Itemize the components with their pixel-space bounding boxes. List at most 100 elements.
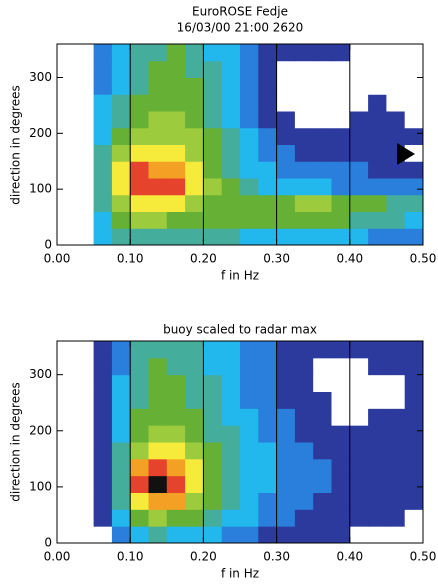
- contour-cell: [185, 526, 204, 544]
- contour-cell: [203, 60, 223, 78]
- contour-cell: [313, 442, 332, 460]
- contour-cell: [185, 194, 204, 212]
- contour-cell: [93, 357, 113, 376]
- contour-cell: [294, 127, 314, 145]
- contour-cell: [185, 492, 204, 510]
- contour-cell: [276, 374, 296, 392]
- contour-cell: [111, 357, 131, 376]
- contour-cell: [240, 408, 259, 426]
- contour-cell: [240, 458, 259, 477]
- x-tick-label: 0.40: [336, 252, 363, 266]
- contour-cell: [404, 111, 424, 129]
- y-axis-label: direction in degrees: [9, 85, 23, 204]
- contour-cell: [276, 94, 296, 112]
- contour-cell: [331, 111, 351, 129]
- contour-cell: [166, 94, 186, 112]
- x-tick-label: 0.50: [410, 550, 437, 564]
- contour-cell: [276, 526, 296, 544]
- contour-cell: [276, 357, 296, 376]
- contour-cell: [93, 374, 113, 392]
- contour-cell: [404, 357, 424, 376]
- contour-cell: [386, 357, 406, 376]
- contour-cell: [185, 458, 204, 477]
- contour-cell: [386, 127, 406, 145]
- contour-cell: [386, 161, 406, 179]
- contour-cell: [93, 111, 113, 129]
- chart-title: EuroROSE Fedje: [192, 5, 288, 19]
- contour-cell: [185, 374, 204, 392]
- contour-cell: [221, 526, 241, 544]
- contour-cell: [185, 475, 204, 493]
- contour-cell: [148, 391, 168, 409]
- contour-cell: [166, 492, 186, 510]
- contour-cell: [130, 526, 149, 544]
- contour-cell: [185, 44, 204, 62]
- contour-cell: [258, 425, 278, 443]
- y-axis-label: direction in degrees: [9, 382, 23, 501]
- contour-cell: [313, 60, 332, 78]
- contour-cell: [386, 178, 406, 196]
- contour-cell: [203, 144, 223, 162]
- contour-cell: [331, 408, 351, 426]
- contour-cell: [294, 161, 314, 179]
- contour-cell: [349, 94, 369, 112]
- contour-cell: [166, 178, 186, 196]
- contour-cell: [276, 178, 296, 196]
- contour-cell: [368, 77, 387, 95]
- contour-cell: [185, 94, 204, 112]
- contour-cell: [276, 228, 296, 246]
- contour-cell: [386, 44, 406, 62]
- contour-cell: [130, 44, 149, 62]
- contour-cell: [221, 127, 241, 145]
- y-tick-label: 200: [29, 423, 52, 437]
- contour-cell: [404, 408, 424, 426]
- x-tick-label: 0.00: [44, 252, 71, 266]
- contour-cell: [313, 357, 332, 376]
- contour-cell: [349, 475, 369, 493]
- contour-cell: [386, 374, 406, 392]
- contour-cell: [386, 492, 406, 510]
- contour-cell: [331, 526, 351, 544]
- contour-cell: [185, 127, 204, 145]
- contour-cell: [276, 475, 296, 493]
- contour-cell: [185, 442, 204, 460]
- contour-cell: [368, 161, 387, 179]
- contour-cell: [93, 178, 113, 196]
- contour-cell: [130, 425, 149, 443]
- contour-cell: [221, 178, 241, 196]
- contour-cell: [221, 357, 241, 376]
- contour-cell: [185, 211, 204, 229]
- contour-cell: [294, 526, 314, 544]
- contour-cell: [203, 475, 223, 493]
- contour-cell: [313, 77, 332, 95]
- contour-cell: [148, 341, 168, 359]
- contour-cell: [240, 475, 259, 493]
- contour-cell: [148, 60, 168, 78]
- contour-cell: [349, 509, 369, 527]
- contour-cell: [386, 211, 406, 229]
- contour-cell: [240, 60, 259, 78]
- contour-cell: [221, 509, 241, 527]
- contour-cell: [221, 492, 241, 510]
- contour-cell: [240, 127, 259, 145]
- x-tick-label: 0.10: [117, 550, 144, 564]
- contour-cell: [258, 44, 278, 62]
- contour-cell: [313, 228, 332, 246]
- contour-cell: [148, 178, 168, 196]
- contour-cell: [276, 425, 296, 443]
- contour-cell: [404, 228, 424, 246]
- contour-cell: [111, 77, 131, 95]
- contour-cell: [240, 492, 259, 510]
- contour-cell: [240, 94, 259, 112]
- contour-cell: [166, 475, 186, 493]
- contour-cell: [349, 458, 369, 477]
- contour-cell: [111, 526, 131, 544]
- contour-cell: [93, 391, 113, 409]
- contour-cell: [313, 509, 332, 527]
- y-tick-label: 100: [29, 479, 52, 493]
- contour-cell: [166, 442, 186, 460]
- contour-cell: [404, 44, 424, 62]
- contour-cell: [148, 458, 168, 477]
- contour-cell: [221, 425, 241, 443]
